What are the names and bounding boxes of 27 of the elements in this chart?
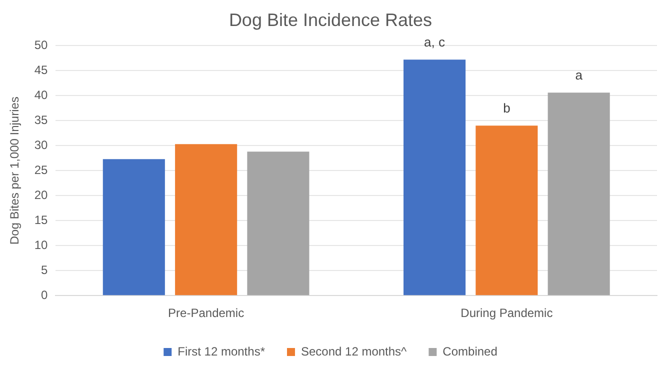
y-tick-label: 30 bbox=[34, 138, 48, 152]
y-tick-label: 40 bbox=[34, 88, 48, 102]
y-tick-label: 20 bbox=[34, 188, 48, 202]
y-tick-label: 35 bbox=[34, 112, 48, 127]
bar bbox=[175, 144, 238, 296]
y-tick-label: 45 bbox=[34, 62, 48, 77]
bar bbox=[102, 159, 165, 296]
y-axis-title: Dog Bites per 1,000 Injuries bbox=[8, 96, 22, 245]
data-label: b bbox=[503, 100, 510, 116]
legend-label: Second 12 months^ bbox=[300, 344, 408, 358]
y-tick-label: 15 bbox=[34, 212, 48, 227]
y-tick-label: 5 bbox=[41, 262, 48, 277]
chart-title: Dog Bite Incidence Rates bbox=[228, 10, 432, 30]
x-tick-label: Pre-Pandemic bbox=[168, 306, 244, 320]
bar bbox=[247, 152, 310, 296]
y-tick-label: 25 bbox=[34, 162, 48, 177]
bar bbox=[404, 60, 466, 296]
bar bbox=[548, 92, 610, 296]
y-tick-label: 0 bbox=[41, 288, 48, 302]
data-label: a bbox=[575, 68, 584, 83]
legend-label: First 12 months* bbox=[178, 344, 266, 358]
legend-label: Combined bbox=[442, 344, 498, 358]
x-tick-label: During Pandemic bbox=[460, 306, 553, 320]
bar bbox=[476, 126, 538, 296]
data-label: a, c bbox=[424, 34, 446, 50]
y-tick-label: 50 bbox=[34, 38, 48, 52]
y-tick-label: 10 bbox=[34, 238, 48, 252]
